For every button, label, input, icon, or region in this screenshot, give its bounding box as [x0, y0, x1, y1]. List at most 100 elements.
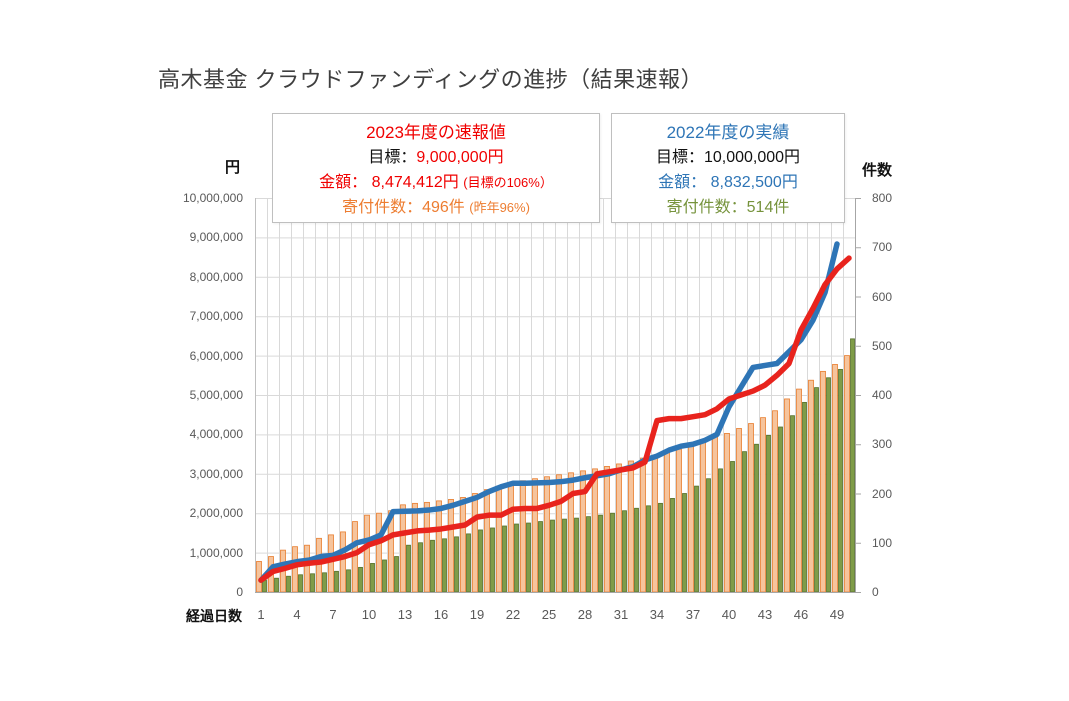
bar-2022-count — [454, 536, 459, 593]
y-right-tick-label: 700 — [872, 240, 893, 255]
bar-2022-count — [826, 377, 831, 593]
bar-2022-count — [526, 522, 531, 593]
y-left-tick-label: 2,000,000 — [189, 506, 243, 521]
y-left-tick-label: 5,000,000 — [189, 388, 243, 402]
bar-2022-count — [598, 514, 603, 593]
bar-2023-count — [400, 504, 406, 593]
bar-2023-count — [760, 417, 766, 593]
y-right-tick-label: 500 — [872, 338, 893, 353]
bar-2023-count — [544, 476, 550, 593]
bar-2022-count — [358, 566, 363, 593]
bar-2022-count — [658, 502, 663, 593]
x-tick-label: 1 — [257, 607, 265, 622]
page-title: 高木基金 クラウドファンディングの進捗（結果速報） — [158, 67, 704, 92]
amount-value: 8,832,500円 — [706, 174, 798, 191]
x-tick-label: 25 — [541, 607, 557, 622]
y-right-axis-title: 件数 — [862, 162, 893, 179]
bar-2022-count — [574, 517, 579, 593]
bar-2022-count — [586, 516, 591, 593]
bar-2022-count — [634, 507, 639, 593]
bar-2023-count — [532, 478, 538, 593]
y-left-tick-label: 3,000,000 — [189, 466, 243, 481]
y-left-tick-label: 8,000,000 — [189, 269, 243, 284]
bar-2023-count — [364, 514, 370, 593]
x-tick-label: 37 — [685, 607, 701, 622]
bar-2022-count — [370, 563, 375, 593]
bar-2022-count — [346, 569, 351, 593]
x-tick-label: 28 — [577, 607, 593, 622]
info-box-2022-count: 寄付件数：514件 — [612, 195, 844, 220]
bar-2022-count — [670, 498, 675, 593]
bar-2022-count — [706, 478, 711, 593]
bar-2023-count — [796, 388, 802, 593]
bar-2023-count — [664, 451, 670, 593]
y-left-axis-title: 円 — [224, 159, 240, 176]
bar-2023-count — [460, 497, 466, 593]
info-box-2023-amount: 金額： 8,474,412円 (目標の106%） — [273, 170, 599, 195]
x-tick-label: 7 — [329, 607, 337, 622]
bar-2023-count — [832, 364, 838, 593]
bar-2022-count — [814, 387, 819, 593]
y-left-tick-label: 0 — [236, 585, 243, 599]
bar-2022-count — [286, 575, 291, 593]
bar-2022-count — [802, 401, 807, 593]
bar-2022-count — [274, 577, 279, 593]
info-box-2022-title: 2022年度の実績 — [666, 123, 790, 142]
y-right-tick-label: 400 — [872, 388, 893, 402]
y-left-tick-label: 4,000,000 — [189, 427, 243, 442]
bar-2022-count — [718, 468, 723, 593]
x-tick-label: 34 — [649, 607, 665, 622]
bar-2022-count — [610, 512, 615, 593]
bar-2023-count — [448, 499, 454, 593]
bar-2022-count — [334, 570, 339, 593]
bar-2023-count — [736, 428, 742, 593]
line-2022-amount — [258, 241, 840, 583]
bar-2023-count — [724, 433, 730, 593]
goal-value: 10,000,000円 — [703, 149, 801, 166]
bar-2023-count — [640, 457, 646, 593]
amount-label: 金額： — [658, 174, 707, 191]
bar-2022-count — [502, 525, 507, 593]
x-axis-title: 経過日数 — [186, 608, 242, 624]
y-right-tick-label: 0 — [872, 585, 879, 599]
bar-2022-count — [790, 415, 795, 593]
bar-2022-count — [538, 521, 543, 593]
x-tick-label: 13 — [397, 607, 413, 622]
bar-2022-count — [766, 434, 771, 593]
bar-2022-count — [430, 539, 435, 593]
bar-2022-count — [322, 572, 327, 593]
bar-2023-count — [352, 521, 358, 593]
x-tick-label: 49 — [829, 607, 845, 622]
bar-2023-count — [436, 500, 442, 593]
bar-2023-count — [628, 460, 634, 593]
bar-2022-count — [694, 485, 699, 593]
x-tick-label: 4 — [293, 607, 301, 622]
info-box-2022-goal: 目標：10,000,000円 — [612, 145, 844, 170]
bar-2022-count — [406, 544, 411, 593]
count-label: 寄付件数： — [342, 199, 423, 216]
bar-2022-count — [310, 573, 315, 593]
bar-2023-count — [484, 489, 490, 593]
amount-note: (目標の106%） — [463, 175, 553, 190]
x-tick-label: 22 — [505, 607, 521, 622]
bar-2023-count — [688, 444, 694, 593]
count-value: 514件 — [746, 199, 790, 216]
bar-2023-count — [328, 534, 334, 593]
bar-2023-count — [496, 485, 502, 593]
amount-label: 金額： — [319, 174, 368, 191]
bar-2022-count — [394, 556, 399, 593]
bar-2023-count — [424, 501, 430, 593]
bar-2022-count — [622, 510, 627, 593]
bar-2022-count — [478, 529, 483, 593]
info-box-2022: 2022年度の実績 目標：10,000,000円 金額： 8,832,500円 … — [611, 113, 845, 223]
y-right-tick-label: 600 — [872, 289, 893, 304]
goal-value: 9,000,000円 — [416, 149, 504, 166]
info-box-2023-goal: 目標：9,000,000円 — [273, 145, 599, 170]
bar-2022-count — [742, 451, 747, 593]
x-tick-label: 16 — [433, 607, 449, 622]
y-left-tick-label: 6,000,000 — [189, 348, 243, 363]
bar-2023-count — [844, 355, 850, 593]
bar-2023-count — [508, 482, 514, 593]
